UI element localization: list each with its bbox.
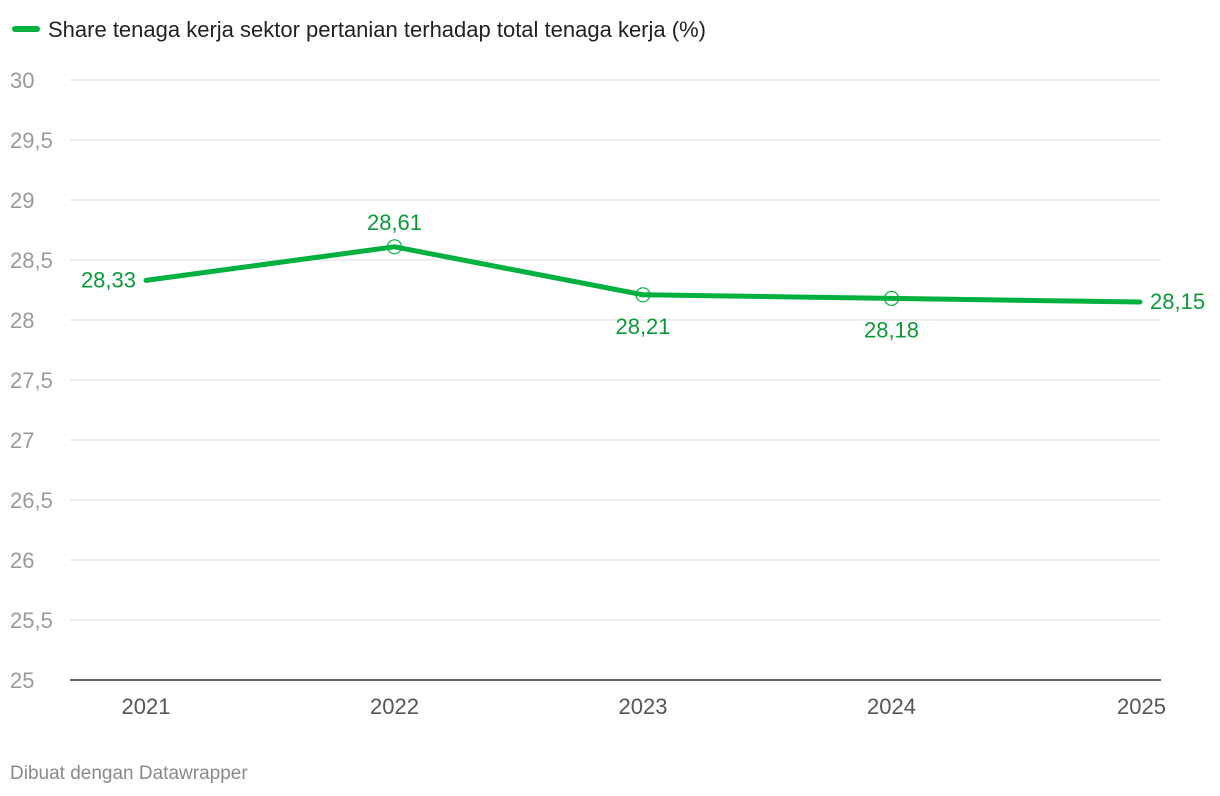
x-axis: 2021 2022 2023 2024 2025 bbox=[122, 694, 1166, 719]
y-tick-label: 28 bbox=[10, 308, 34, 333]
data-label: 28,61 bbox=[367, 210, 422, 235]
y-tick-label: 30 bbox=[10, 68, 34, 93]
series-points bbox=[386, 239, 900, 306]
y-tick-label: 27,5 bbox=[10, 368, 53, 393]
footer-credit: Dibuat dengan Datawrapper bbox=[10, 763, 248, 784]
y-tick-label: 29,5 bbox=[10, 128, 53, 153]
y-tick-label: 26,5 bbox=[10, 488, 53, 513]
data-point bbox=[386, 239, 403, 255]
series-line bbox=[143, 244, 1143, 305]
y-axis: 25 25,5 26 26,5 27 27,5 28 28,5 29 29,5 30 bbox=[10, 68, 53, 693]
y-tick-label: 29 bbox=[10, 188, 34, 213]
y-tick-label: 26 bbox=[10, 548, 34, 573]
legend-label: Share tenaga kerja sektor pertanian terh… bbox=[48, 17, 706, 42]
x-tick-label: 2024 bbox=[867, 694, 916, 719]
data-label: 28,15 bbox=[1150, 289, 1205, 314]
data-point bbox=[635, 287, 651, 303]
y-tick-label: 28,5 bbox=[10, 248, 53, 273]
y-tick-label: 25 bbox=[10, 668, 34, 693]
data-label: 28,33 bbox=[81, 267, 136, 292]
y-tick-label: 27 bbox=[10, 428, 34, 453]
legend-swatch bbox=[12, 26, 40, 32]
x-tick-label: 2025 bbox=[1117, 694, 1166, 719]
x-tick-label: 2021 bbox=[122, 694, 171, 719]
x-tick-label: 2022 bbox=[370, 694, 419, 719]
data-label: 28,21 bbox=[615, 314, 670, 339]
grid bbox=[70, 79, 1161, 681]
y-tick-label: 25,5 bbox=[10, 608, 53, 633]
data-label: 28,18 bbox=[864, 317, 919, 342]
data-labels: 28,33 28,61 28,21 28,18 28,15 bbox=[81, 210, 1205, 343]
x-tick-label: 2023 bbox=[619, 694, 668, 719]
data-point bbox=[883, 290, 900, 306]
series-line-layer bbox=[143, 244, 1143, 305]
legend: Share tenaga kerja sektor pertanian terh… bbox=[12, 17, 706, 42]
